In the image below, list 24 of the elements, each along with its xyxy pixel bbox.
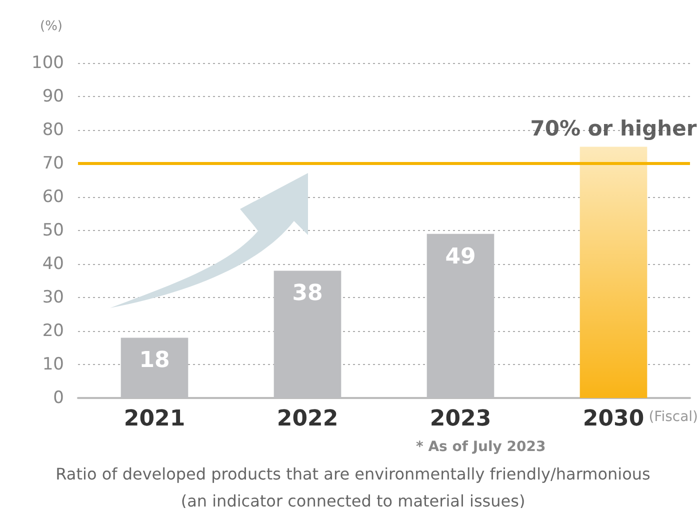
data-label: 49 [445, 244, 476, 270]
annotation: 70% or higher [530, 116, 698, 140]
y-tick-label: 80 [42, 120, 64, 140]
data-label: 38 [292, 281, 323, 306]
x-tick-label: 2030 [582, 406, 644, 432]
bar [580, 146, 648, 398]
x-tick-label: 2022 [276, 406, 338, 432]
text: * As of July 2023 [416, 439, 546, 455]
y-tick-label: 0 [53, 388, 64, 408]
x-tick-label: 2021 [124, 406, 186, 432]
y-tick-label: 20 [42, 321, 64, 341]
y-tick-label: 30 [42, 288, 64, 308]
y-axis-title: (%) [40, 19, 62, 34]
x-tick-label: 2023 [430, 406, 492, 432]
y-tick-label: 90 [42, 86, 64, 106]
x-axis-title: (Fiscal) [648, 409, 698, 425]
y-tick-label: 60 [42, 187, 64, 207]
text: Ratio of developed products that are environmentally friendly/harmonious [56, 464, 650, 484]
y-tick-label: 100 [32, 53, 64, 73]
y-tick-label: 50 [42, 220, 64, 240]
y-tick-label: 10 [42, 354, 64, 374]
y-tick-label: 70 [42, 154, 64, 174]
data-label: 18 [139, 348, 170, 374]
y-tick-label: 40 [42, 254, 64, 274]
